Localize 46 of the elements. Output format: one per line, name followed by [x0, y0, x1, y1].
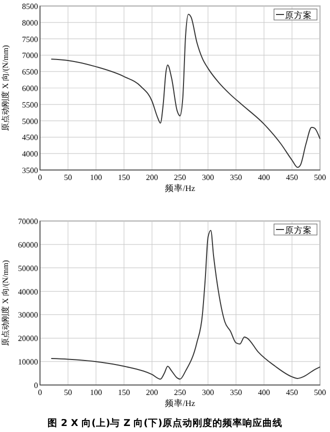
y-axis-title: 原点动刚度 X 向/(N/mm) [1, 44, 10, 131]
x-tick-label: 250 [174, 388, 186, 397]
x-axis-title: 频率/Hz [164, 183, 196, 193]
y-tick-label: 7500 [22, 34, 38, 44]
x-tick-label: 150 [118, 388, 130, 397]
x-tick-label: 150 [118, 173, 130, 182]
y-tick-label: 40000 [18, 287, 38, 296]
x-tick-label: 50 [64, 173, 72, 182]
x-tick-label: 450 [286, 388, 298, 397]
y-tick-label: 4000 [22, 150, 38, 159]
x-tick-label: 200 [146, 388, 158, 397]
y-axis-title: 原点动刚度 X 向/(N/mm) [1, 260, 10, 346]
x-tick-label: 50 [64, 388, 72, 397]
y-tick-label: 8000 [22, 18, 38, 28]
x-tick-label: 450 [286, 173, 298, 182]
y-tick-label: 3500 [22, 166, 38, 175]
y-tick-label: 8500 [22, 2, 38, 11]
x-tick-label: 350 [230, 388, 242, 397]
x-tick-label: 250 [174, 173, 186, 182]
x-tick-label: 100 [90, 388, 102, 397]
legend-label: 原方案 [285, 10, 312, 20]
y-tick-label: 6500 [22, 68, 38, 77]
y-tick-label: 60000 [18, 240, 38, 250]
y-tick-label: 20000 [18, 334, 38, 344]
x-axis-title: 频率/Hz [164, 398, 196, 408]
x-tick-label: 300 [202, 388, 214, 397]
y-tick-label: 6000 [22, 84, 38, 93]
y-tick-label: 0 [34, 381, 38, 390]
x-tick-label: 100 [90, 173, 102, 182]
x-tick-label: 400 [258, 388, 270, 397]
y-tick-label: 50000 [18, 264, 38, 273]
y-tick-label: 30000 [18, 310, 38, 320]
x-tick-label: 350 [230, 173, 242, 182]
x-tick-label: 500 [314, 388, 326, 397]
legend-label: 原方案 [285, 225, 312, 235]
y-tick-label: 70000 [18, 217, 38, 226]
x-tick-label: 500 [314, 173, 326, 182]
y-tick-label: 5500 [22, 100, 38, 110]
y-tick-label: 7000 [22, 51, 38, 60]
x-tick-label: 400 [258, 173, 270, 182]
y-tick-label: 10000 [18, 358, 38, 367]
y-tick-label: 4500 [22, 133, 38, 142]
x-tick-label: 200 [146, 173, 158, 182]
y-tick-label: 5000 [22, 116, 38, 126]
caption: 图 2 X 向(上)与 Z 向(下)原点动刚度的频率响应曲线 [48, 417, 282, 429]
x-tick-label: 300 [202, 173, 214, 182]
